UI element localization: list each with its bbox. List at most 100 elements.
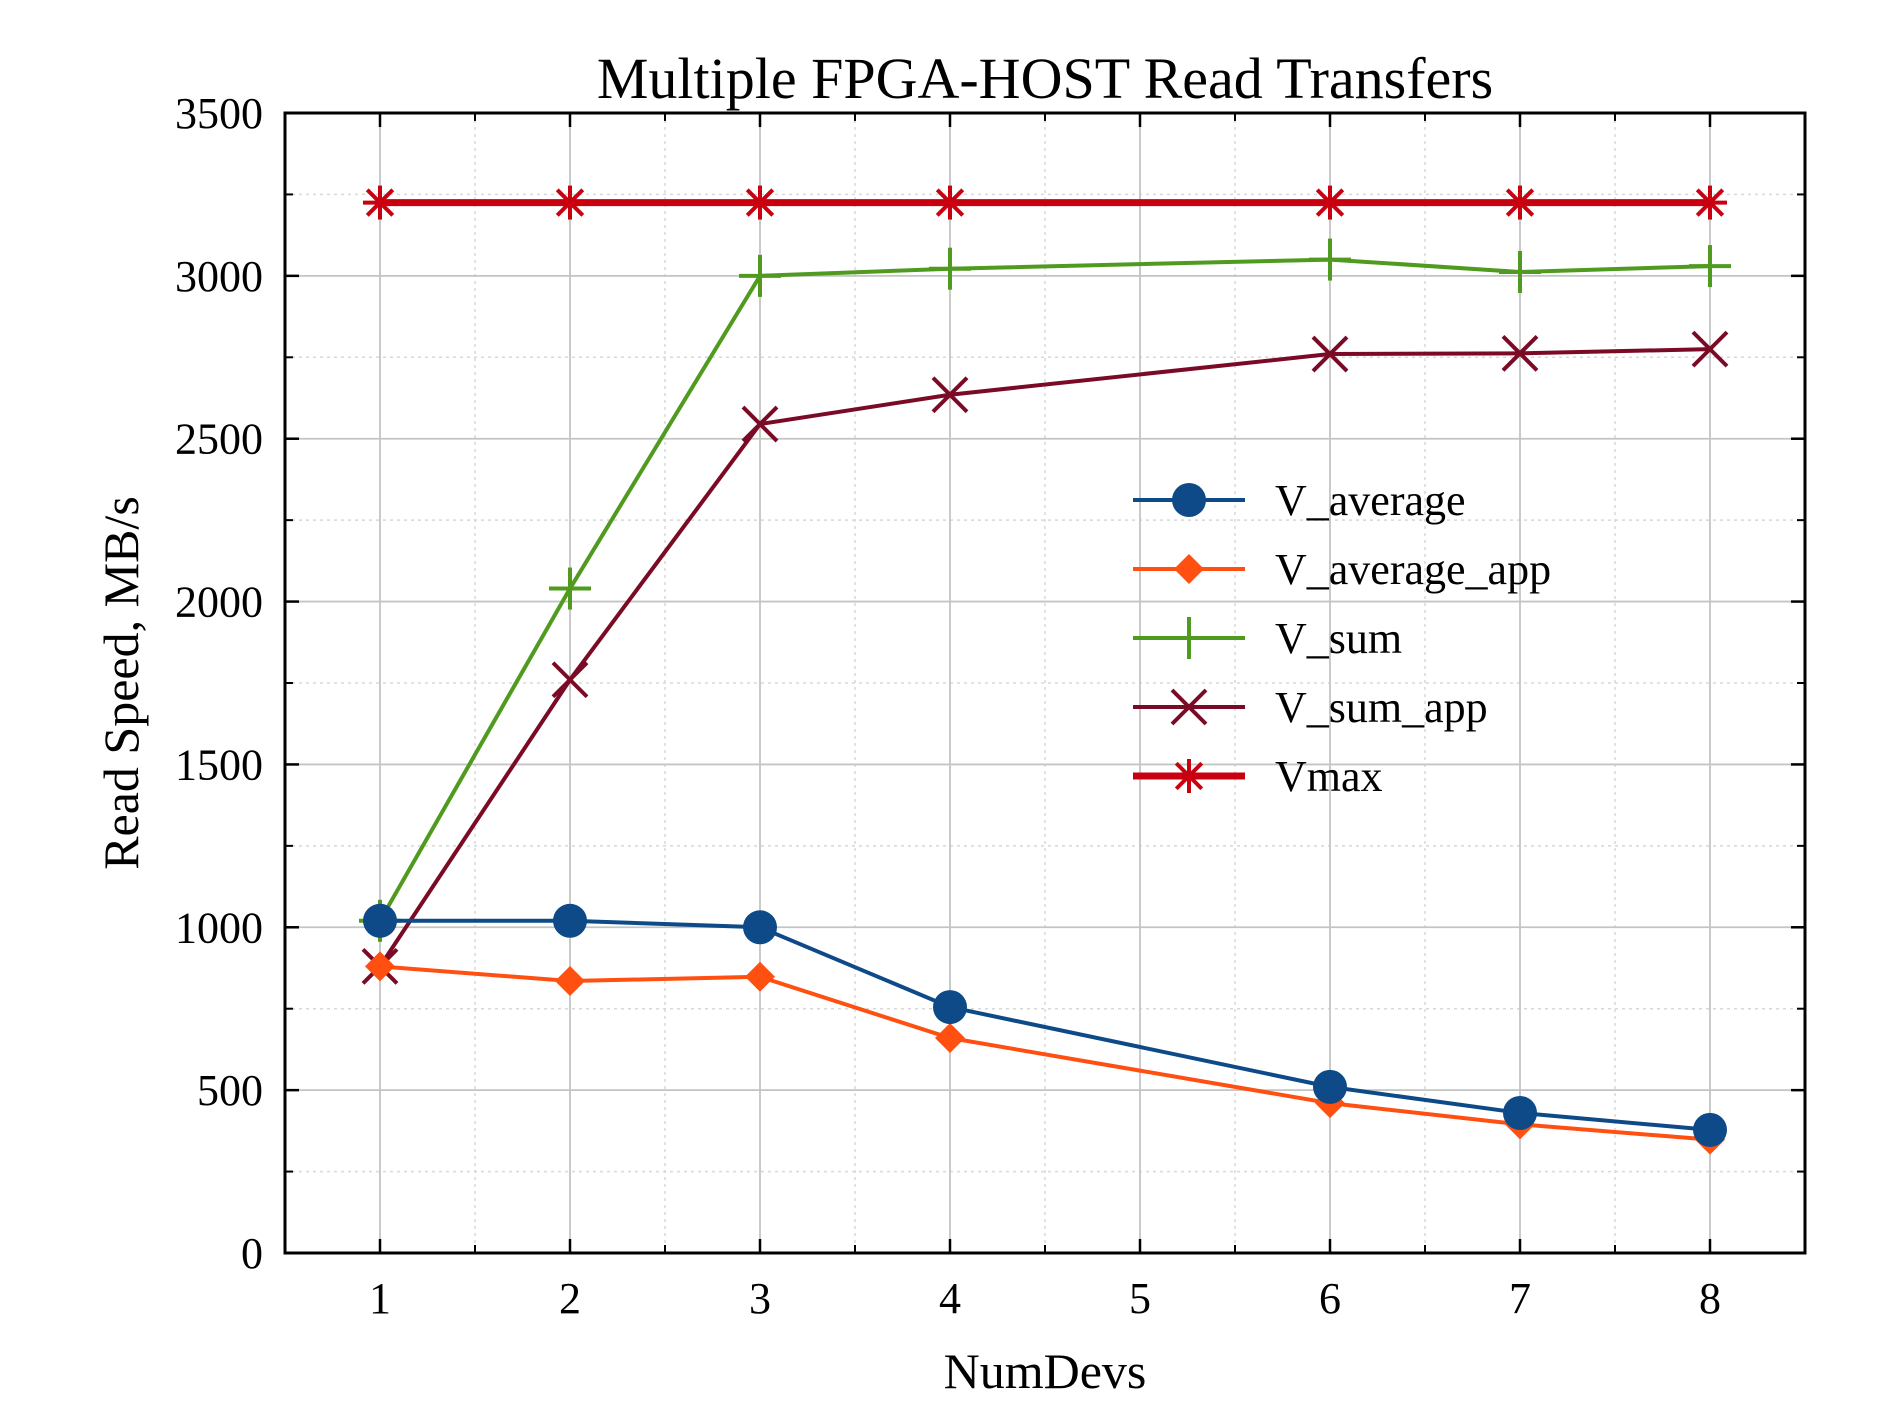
legend-marker xyxy=(1168,617,1210,659)
legend-item: V_sum xyxy=(1133,614,1402,663)
legend-marker xyxy=(1170,688,1208,726)
legend-label: V_average xyxy=(1275,476,1466,525)
data-point xyxy=(933,185,967,220)
data-point xyxy=(553,903,587,938)
grid xyxy=(285,112,1805,1254)
data-point xyxy=(549,567,591,610)
diamond-marker xyxy=(745,961,775,992)
x-tick-label: 1 xyxy=(369,1274,391,1323)
data-point xyxy=(1693,1112,1727,1147)
data-point xyxy=(1689,245,1731,288)
star-marker-b xyxy=(1315,188,1345,217)
circle-marker xyxy=(553,903,587,938)
data-point xyxy=(931,376,969,414)
circle-marker xyxy=(933,990,967,1025)
data-point xyxy=(929,247,971,290)
star-marker-b xyxy=(1695,188,1725,217)
y-tick-label: 1500 xyxy=(175,740,263,789)
data-point xyxy=(739,254,781,297)
star-marker-b xyxy=(745,188,775,217)
y-tick-label: 3500 xyxy=(175,89,263,138)
data-point xyxy=(1691,330,1729,368)
x-marker-b xyxy=(551,661,589,699)
data-point xyxy=(363,185,397,220)
circle-marker xyxy=(363,903,397,938)
diamond-marker xyxy=(935,1023,965,1054)
circle-marker xyxy=(1503,1095,1537,1130)
x-marker-b xyxy=(931,376,969,414)
data-point xyxy=(745,961,775,992)
data-point xyxy=(365,951,395,982)
x-marker-b xyxy=(741,405,779,443)
y-tick-label: 0 xyxy=(241,1229,263,1278)
data-point xyxy=(553,185,587,220)
x-marker-b xyxy=(1311,335,1349,373)
legend-item: V_average_app xyxy=(1133,545,1551,594)
legend-marker xyxy=(1172,483,1206,517)
plot-frame xyxy=(283,111,1807,1255)
legend-marker xyxy=(1174,554,1204,584)
series-V_average xyxy=(363,903,1727,1147)
legend-label: V_sum xyxy=(1275,614,1402,663)
x-marker-b xyxy=(1170,688,1208,726)
x-axis-label: NumDevs xyxy=(944,1343,1147,1399)
legend-item: V_sum_app xyxy=(1133,683,1488,732)
legend: V_average V_average_app V_sum V_sum_app Vmax xyxy=(1133,476,1551,801)
x-tick-label: 3 xyxy=(749,1274,771,1323)
star-marker-b xyxy=(1174,761,1204,791)
circle-marker xyxy=(1313,1069,1347,1104)
data-point xyxy=(1693,185,1727,220)
legend-marker xyxy=(1172,759,1206,793)
x-tick-label: 7 xyxy=(1509,1274,1531,1323)
data-point xyxy=(1311,335,1349,373)
circle-marker xyxy=(743,910,777,945)
x-tick-label: 8 xyxy=(1699,1274,1721,1323)
data-point xyxy=(551,661,589,699)
series-layer xyxy=(359,185,1731,1155)
x-tick-label: 5 xyxy=(1129,1274,1151,1323)
y-tick-label: 2000 xyxy=(175,578,263,627)
y-tick-label: 1000 xyxy=(175,903,263,952)
data-point xyxy=(1313,1069,1347,1104)
star-marker-b xyxy=(365,188,395,217)
x-marker-b xyxy=(1501,334,1539,372)
data-point xyxy=(743,185,777,220)
series-V_sum_app xyxy=(361,330,1729,985)
legend-item: V_average xyxy=(1133,476,1466,525)
data-point xyxy=(363,903,397,938)
y-tick-label: 500 xyxy=(197,1066,263,1115)
x-tick-label: 4 xyxy=(939,1274,961,1323)
diamond-marker xyxy=(365,951,395,982)
star-marker-b xyxy=(1505,188,1535,217)
star-marker-b xyxy=(555,188,585,217)
data-point xyxy=(1503,185,1537,220)
x-tick-label: 2 xyxy=(559,1274,581,1323)
legend-label: V_sum_app xyxy=(1275,683,1488,732)
circle-marker xyxy=(1172,483,1206,517)
data-point xyxy=(555,966,585,997)
chart-title: Multiple FPGA-HOST Read Transfers xyxy=(597,46,1493,111)
data-point xyxy=(1501,334,1539,372)
data-point xyxy=(1313,185,1347,220)
legend-label: V_average_app xyxy=(1275,545,1551,594)
diamond-marker xyxy=(555,966,585,997)
data-point xyxy=(1309,238,1351,281)
data-point xyxy=(741,405,779,443)
x-marker-b xyxy=(1691,330,1729,368)
legend-item: Vmax xyxy=(1133,752,1383,801)
legend-label: Vmax xyxy=(1275,752,1383,801)
data-point xyxy=(933,990,967,1025)
diamond-marker xyxy=(1174,554,1204,584)
data-point xyxy=(743,910,777,945)
tick-labels: 0 500 1000 1500 2000 2500 3000 3500 1 2 3 4 5 6 7 8 xyxy=(175,89,1721,1323)
y-axis-label: Read Speed, MB/s xyxy=(93,496,149,870)
circle-marker xyxy=(1693,1112,1727,1147)
y-tick-label: 2500 xyxy=(175,415,263,464)
star-marker-b xyxy=(935,188,965,217)
data-point xyxy=(1499,250,1541,293)
x-tick-label: 6 xyxy=(1319,1274,1341,1323)
y-tick-label: 3000 xyxy=(175,252,263,301)
series-Vmax xyxy=(363,185,1727,220)
